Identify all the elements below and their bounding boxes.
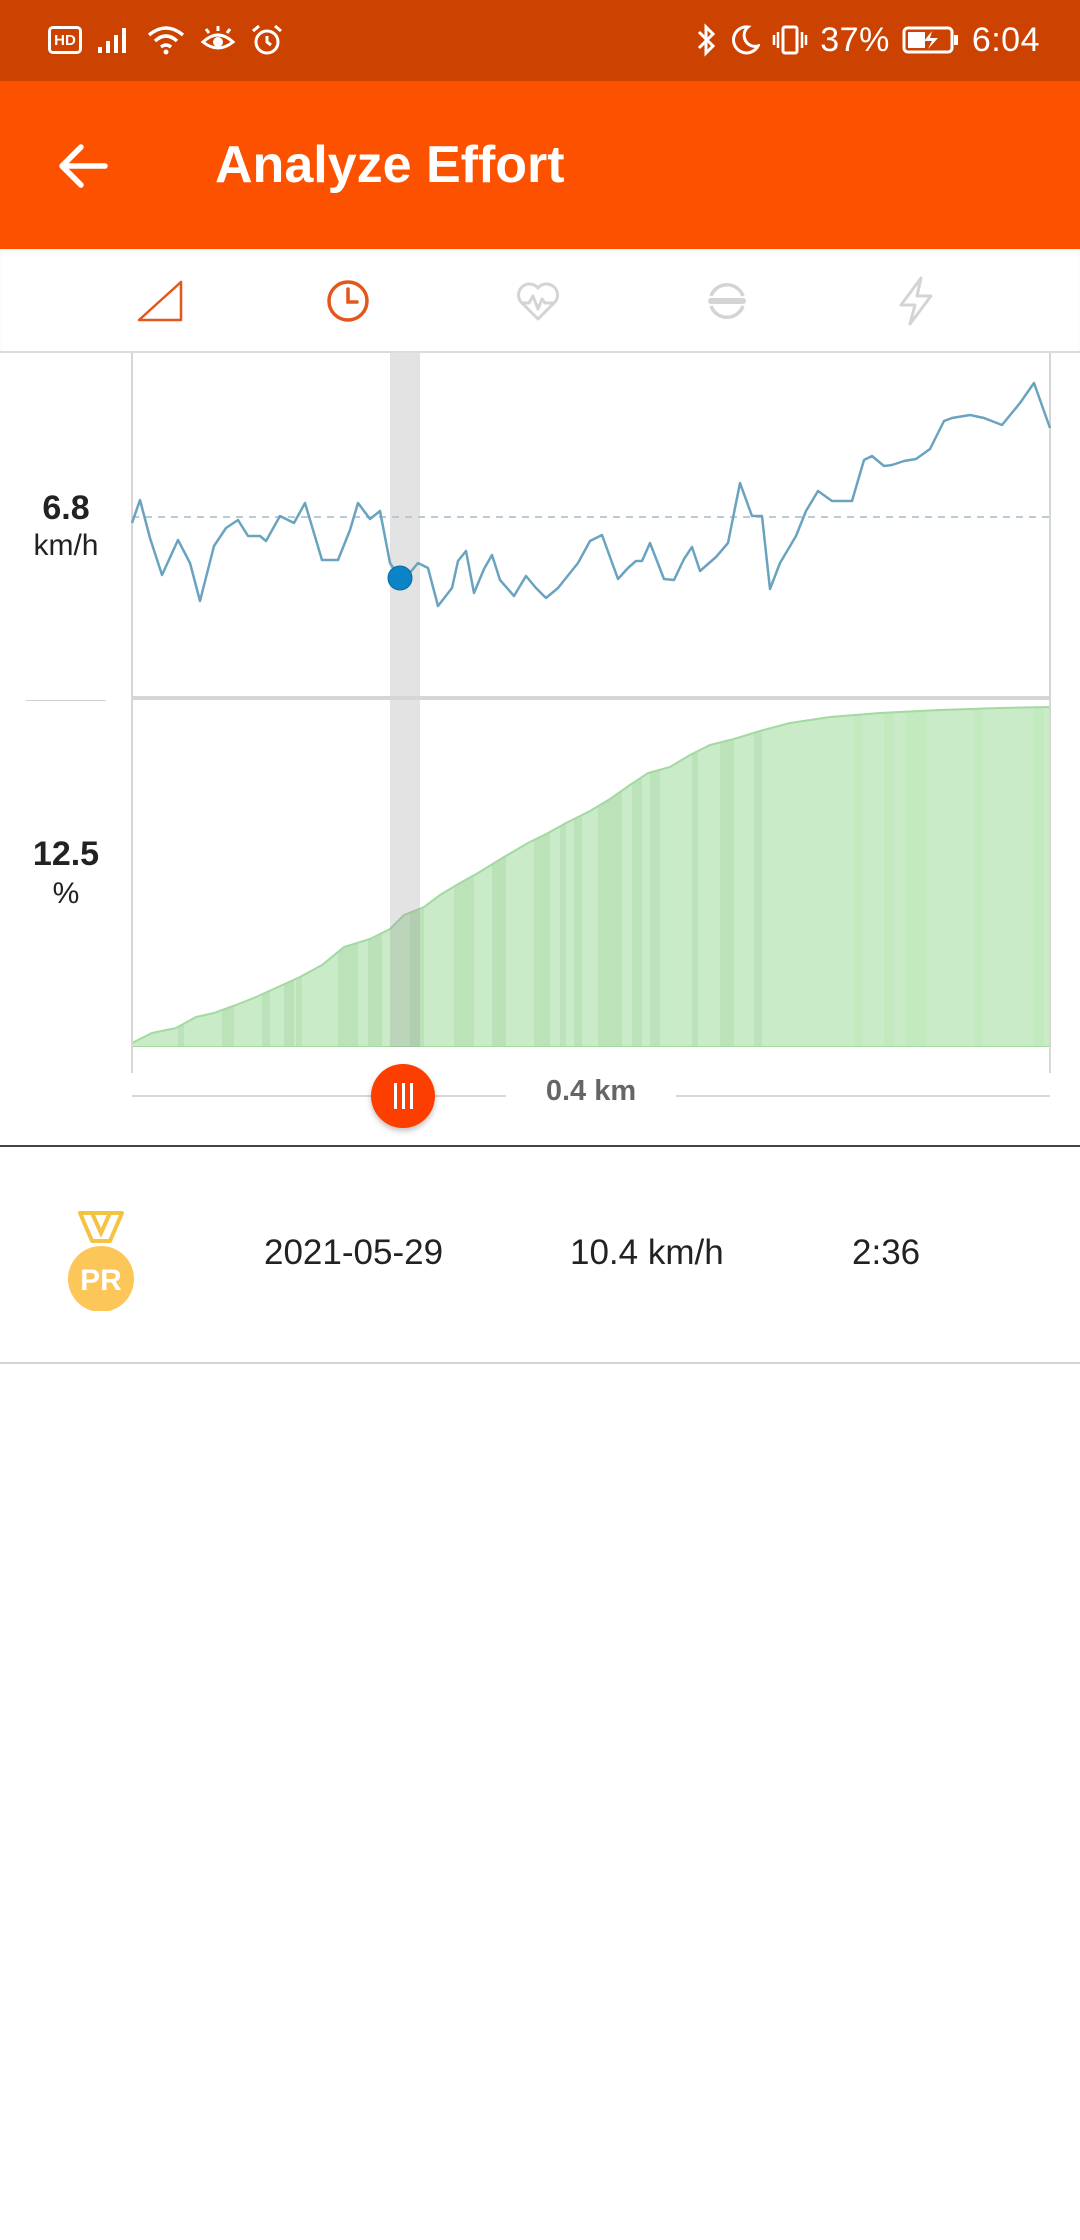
power-icon xyxy=(899,276,933,326)
pr-medal-icon: PR xyxy=(66,1211,136,1311)
effort-row[interactable]: PR 2021-05-29 10.4 km/h 2:36 xyxy=(0,1149,1080,1364)
back-button[interactable] xyxy=(48,131,118,201)
elevation-icon xyxy=(137,280,183,322)
status-bar: HD 37% 6:04 xyxy=(0,0,1080,81)
speed-cursor-dot xyxy=(387,565,413,591)
bluetooth-icon xyxy=(696,23,718,57)
signal-icon xyxy=(96,25,132,55)
battery-charging-icon xyxy=(902,25,960,55)
effort-speed: 10.4 km/h xyxy=(570,1233,724,1272)
grade-axis-value: 12.5 xyxy=(32,835,100,873)
distance-scrubber[interactable]: 0.4 km xyxy=(0,1047,1080,1147)
tab-pace[interactable] xyxy=(318,271,378,331)
scrubber-track-left xyxy=(132,1095,506,1097)
app-bar: Analyze Effort xyxy=(0,81,1080,249)
arrow-left-icon xyxy=(59,144,108,188)
speed-axis-value: 6.8 xyxy=(42,489,90,527)
scrubber-track-right xyxy=(676,1095,1050,1097)
grade-area xyxy=(131,705,1051,1047)
tab-power[interactable] xyxy=(886,271,946,331)
effort-chart[interactable]: 6.8 km/h 12.5 % xyxy=(0,353,1080,1047)
vibrate-icon xyxy=(772,24,808,56)
axis-divider xyxy=(26,700,106,701)
grade-axis-unit: % xyxy=(52,877,80,910)
scrubber-handle[interactable] xyxy=(371,1064,435,1128)
speed-line xyxy=(130,381,1052,608)
tab-heart-rate[interactable] xyxy=(508,271,568,331)
hd-badge: HD xyxy=(48,26,82,54)
scrubber-start-tick xyxy=(131,1047,133,1073)
metric-tab-bar xyxy=(0,249,1080,353)
cadence-icon xyxy=(708,283,746,319)
scrubber-distance-label: 0.4 km xyxy=(545,1075,637,1107)
chart-canvas xyxy=(130,353,1052,1047)
moon-icon xyxy=(730,24,761,56)
speed-axis-unit: km/h xyxy=(33,529,99,562)
effort-date: 2021-05-29 xyxy=(264,1233,444,1272)
tab-cadence[interactable] xyxy=(697,271,757,331)
tab-elevation[interactable] xyxy=(130,271,190,331)
scrubber-end-tick xyxy=(1049,1047,1051,1073)
effort-time: 2:36 xyxy=(852,1233,921,1272)
wifi-icon xyxy=(146,24,186,56)
clock-time: 6:04 xyxy=(971,20,1040,59)
pr-badge-label: PR xyxy=(80,1264,122,1297)
clock-icon xyxy=(327,280,369,322)
alarm-icon xyxy=(250,24,284,56)
page-title: Analyze Effort xyxy=(215,136,565,194)
battery-percent: 37% xyxy=(820,20,890,59)
eye-comfort-icon xyxy=(200,25,236,55)
heart-rate-icon xyxy=(517,282,559,321)
